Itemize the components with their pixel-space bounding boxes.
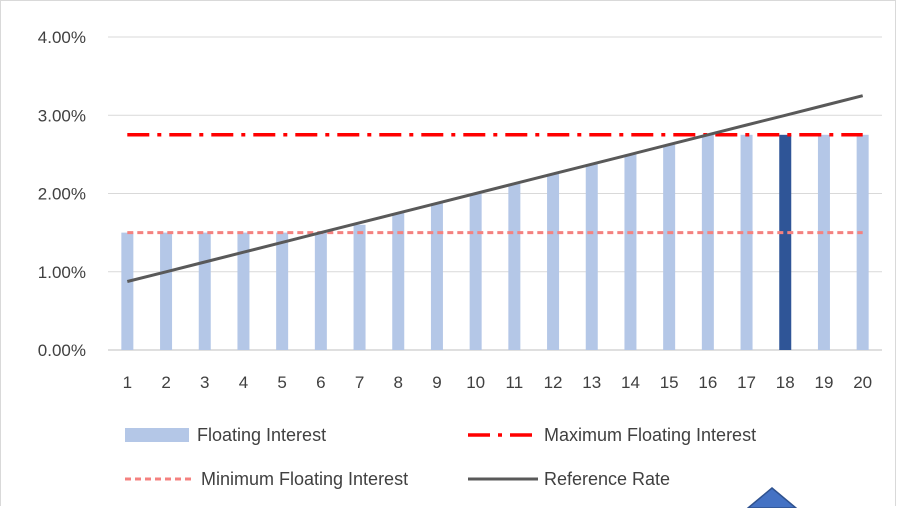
bar (276, 232, 289, 350)
blue-diamond-shape (746, 487, 798, 508)
bar (701, 134, 714, 350)
x-tick-label: 14 (621, 373, 640, 392)
bar (585, 164, 598, 350)
x-tick-label: 15 (660, 373, 679, 392)
x-tick-label: 7 (355, 373, 364, 392)
x-tick-label: 1 (123, 373, 132, 392)
legend-label: Minimum Floating Interest (201, 469, 408, 489)
x-tick-label: 10 (466, 373, 485, 392)
bar (121, 232, 134, 350)
x-tick-label: 17 (737, 373, 756, 392)
bar (392, 213, 405, 350)
x-tick-label: 4 (239, 373, 248, 392)
bar (740, 134, 753, 350)
bar (817, 134, 830, 350)
x-tick-label: 2 (161, 373, 170, 392)
gridlines (108, 36, 882, 351)
x-tick-label: 12 (544, 373, 563, 392)
x-tick-label: 13 (582, 373, 601, 392)
bar (469, 193, 482, 350)
bar (508, 183, 521, 350)
bar (856, 134, 869, 350)
x-tick-label: 16 (698, 373, 717, 392)
line-series (126, 94, 864, 283)
bar (160, 232, 173, 350)
x-axis-ticks: 1 2 3 4 5 6 7 8 9 10 11 12 13 14 15 16 17 18 19 20 (123, 373, 872, 392)
x-tick-label: 18 (776, 373, 795, 392)
legend-swatch (125, 428, 189, 442)
bar (663, 144, 676, 350)
x-tick-label: 19 (814, 373, 833, 392)
y-tick-label: 3.00% (38, 106, 86, 125)
x-tick-label: 11 (506, 373, 524, 392)
y-tick-label: 1.00% (38, 263, 86, 282)
x-tick-label: 5 (277, 373, 286, 392)
y-axis-ticks: 0.00% 1.00% 2.00% 3.00% 4.00% (38, 28, 86, 360)
bar-series (121, 134, 869, 350)
legend-label: Floating Interest (197, 425, 326, 445)
series-line (126, 94, 864, 283)
legend: Floating Interest Maximum Floating Intere… (125, 425, 756, 489)
bar-highlighted (779, 134, 792, 350)
x-tick-label: 20 (853, 373, 872, 392)
y-tick-label: 0.00% (38, 341, 86, 360)
x-tick-label: 9 (432, 373, 441, 392)
legend-label: Reference Rate (544, 469, 670, 489)
legend-label: Maximum Floating Interest (544, 425, 756, 445)
bar (547, 173, 560, 350)
x-tick-label: 6 (316, 373, 325, 392)
bar (430, 203, 443, 350)
y-tick-label: 2.00% (38, 185, 86, 204)
bar (314, 232, 327, 350)
bar (237, 232, 250, 350)
bar (353, 224, 366, 350)
x-tick-label: 3 (200, 373, 209, 392)
y-tick-label: 4.00% (38, 28, 86, 47)
bar (198, 232, 211, 350)
bar (624, 154, 637, 350)
x-tick-label: 8 (394, 373, 403, 392)
